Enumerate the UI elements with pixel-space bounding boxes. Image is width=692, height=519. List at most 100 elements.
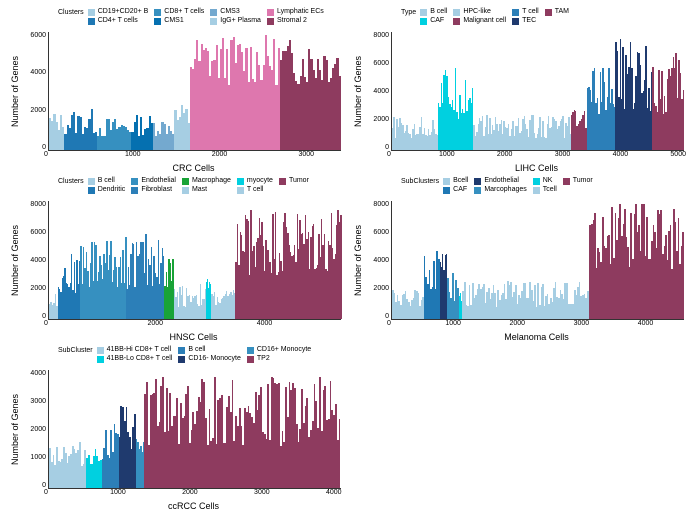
legend-label: Endothelial — [484, 177, 519, 185]
x-tick: 2000 — [509, 320, 525, 327]
y-tick: 4000 — [22, 370, 46, 377]
legend-swatch — [182, 178, 189, 185]
plot-area — [48, 201, 341, 320]
legend-label: myocyte — [247, 177, 273, 185]
cluster-bars — [131, 32, 152, 150]
legend-item: 41BB-Lo CD8+ T cell — [97, 355, 173, 363]
cluster-bars — [49, 32, 64, 150]
legend-swatch — [88, 18, 95, 25]
legend-label: Bcell — [453, 177, 468, 185]
legend-item: Tcell — [533, 186, 557, 194]
legend-swatch — [420, 18, 427, 25]
legend-swatch — [178, 356, 185, 363]
legend-swatch — [210, 18, 217, 25]
plot-area — [391, 201, 684, 320]
legend-item: Stromal 2 — [267, 17, 324, 25]
cluster-bars — [473, 32, 570, 150]
legend-swatch — [267, 18, 274, 25]
cluster-bars — [424, 201, 440, 319]
legend-item: 41BB-Hi CD8+ T cell — [97, 346, 173, 354]
legend-item: T cell — [512, 8, 539, 16]
legend-swatch — [474, 187, 481, 194]
y-axis-label: Number of Genes — [8, 201, 22, 320]
legend-swatch — [247, 356, 254, 363]
legend-swatch — [88, 178, 95, 185]
y-axis-label: Number of Genes — [8, 32, 22, 151]
cluster-bars — [392, 32, 438, 150]
legend-swatch — [210, 9, 217, 16]
cluster-bars — [462, 201, 589, 319]
legend-item: Lymphatic ECs — [267, 8, 324, 16]
legend-item: CD16- Monocyte — [178, 355, 241, 363]
legend-label: CD16+ Monocyte — [257, 346, 311, 354]
cluster-bars — [652, 32, 683, 150]
legend-swatch — [545, 9, 552, 16]
legend-swatch — [88, 187, 95, 194]
y-tick: 0 — [22, 313, 46, 320]
y-tick: 2000 — [22, 426, 46, 433]
legend-label: TEC — [522, 17, 536, 25]
legend-item: NK — [533, 177, 557, 185]
legend-label: CD8+ T cells — [164, 8, 204, 16]
legend-swatch — [512, 18, 519, 25]
legend-item: B cell — [88, 177, 126, 185]
legend-swatch — [131, 178, 138, 185]
legend-item: Endothelial — [131, 177, 176, 185]
y-tick: 6000 — [22, 229, 46, 236]
cluster-bars — [190, 32, 280, 150]
legend: SubCluster41BB-Hi CD8+ T cell41BB-Lo CD8… — [58, 346, 341, 368]
legend-item: CMS3 — [210, 8, 261, 16]
legend-label: CMS3 — [220, 8, 239, 16]
y-axis-label: Number of Genes — [351, 32, 365, 151]
cluster-bars — [164, 201, 174, 319]
y-tick: 4000 — [365, 88, 389, 95]
cluster-bars — [589, 201, 684, 319]
legend-item: Tumor — [279, 177, 309, 185]
legend-label: CD4+ T cells — [98, 17, 138, 25]
x-tick: 4000 — [326, 489, 342, 496]
cluster-bars — [49, 370, 86, 488]
cluster-bars — [587, 32, 616, 150]
legend-label: T cell — [247, 186, 264, 194]
legend-label: HPC-like — [463, 8, 491, 16]
cluster-bars — [119, 370, 136, 488]
x-tick: 2000 — [497, 151, 513, 158]
cluster-bars — [136, 370, 145, 488]
x-tick: 0 — [387, 151, 391, 158]
legend-label: 41BB-Hi CD8+ T cell — [107, 346, 172, 354]
legend-title: Clusters — [58, 177, 84, 186]
x-tick: 1000 — [110, 489, 126, 496]
x-tick: 2000 — [212, 151, 228, 158]
legend-swatch — [97, 347, 104, 354]
x-axis: 020004000 — [46, 320, 341, 330]
cluster-bars — [440, 201, 448, 319]
y-tick: 2000 — [22, 107, 46, 114]
x-axis-label: CRC Cells — [46, 163, 341, 173]
legend-swatch — [97, 356, 104, 363]
panel-melanoma: SubClustersBcellCAFEndothelialMarcophage… — [351, 177, 684, 342]
legend-swatch — [237, 187, 244, 194]
legend-swatch — [453, 18, 460, 25]
legend-item: CAF — [443, 186, 468, 194]
y-axis-label: Number of Genes — [8, 370, 22, 489]
y-tick: 8000 — [365, 201, 389, 208]
chart-grid: ClustersCD19+CD20+ BCD4+ T cellsCD8+ T c… — [8, 8, 684, 511]
x-axis: 01000200030004000 — [389, 320, 684, 330]
y-tick: 4000 — [22, 257, 46, 264]
legend-label: Mast — [192, 186, 207, 194]
x-tick: 3000 — [555, 151, 571, 158]
x-axis-label: ccRCC Cells — [46, 501, 341, 511]
y-tick: 2000 — [365, 116, 389, 123]
y-axis: 80006000400020000 — [365, 201, 391, 320]
legend-label: B cell — [98, 177, 115, 185]
panel-hnsc: ClustersB cellDendriticEndothelialFibrob… — [8, 177, 341, 342]
cluster-bars — [174, 32, 189, 150]
legend-swatch — [279, 178, 286, 185]
x-axis: 0100020003000 — [46, 151, 341, 161]
legend-label: 41BB-Lo CD8+ T cell — [107, 355, 173, 363]
cluster-bars — [211, 201, 235, 319]
cluster-bars — [49, 201, 58, 319]
y-tick: 0 — [365, 313, 389, 320]
plot-area — [48, 32, 341, 151]
y-tick: 4000 — [22, 69, 46, 76]
